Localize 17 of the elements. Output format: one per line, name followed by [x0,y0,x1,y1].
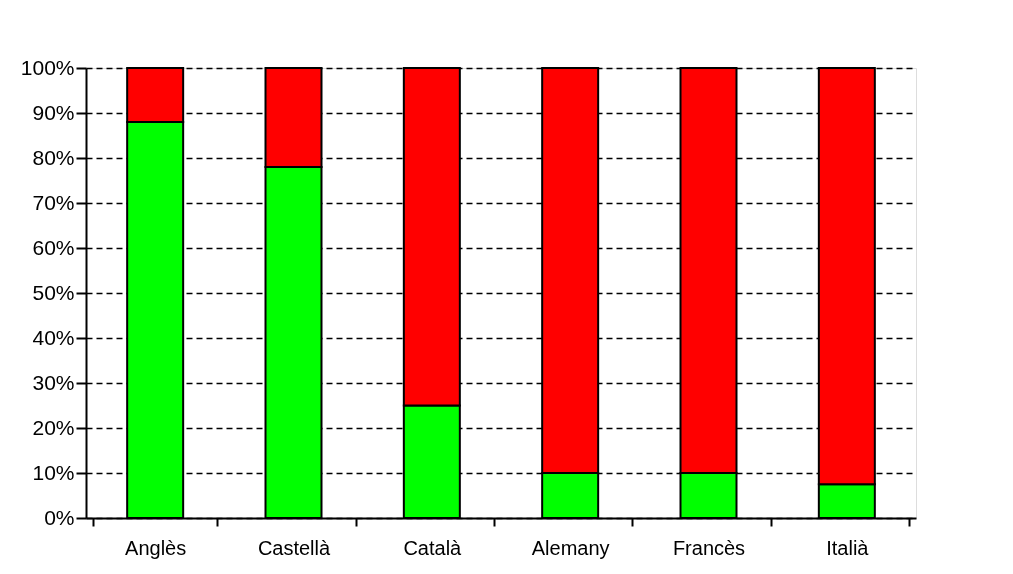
y-tick-label: 20% [32,415,75,439]
x-tick-label: Castellà [257,536,331,559]
x-tick-label: Francès [672,536,746,559]
x-tick-label: Català [403,536,463,559]
y-tick-label: 40% [32,325,75,349]
y-tick-label: 0% [44,505,75,529]
y-tick-label: 70% [32,190,75,214]
y-tick-label: 50% [32,280,75,304]
y-tick-label: 100% [20,55,75,79]
x-tick-label: Anglès [125,536,187,559]
x-tick-label: Alemany [531,536,610,559]
y-tick-label: 10% [32,460,75,484]
y-tick-label: 30% [32,370,75,394]
y-tick-label: 60% [32,235,75,259]
x-tick-label: Italià [826,536,870,559]
y-tick-label: 90% [32,100,75,124]
y-tick-label: 80% [32,145,75,169]
